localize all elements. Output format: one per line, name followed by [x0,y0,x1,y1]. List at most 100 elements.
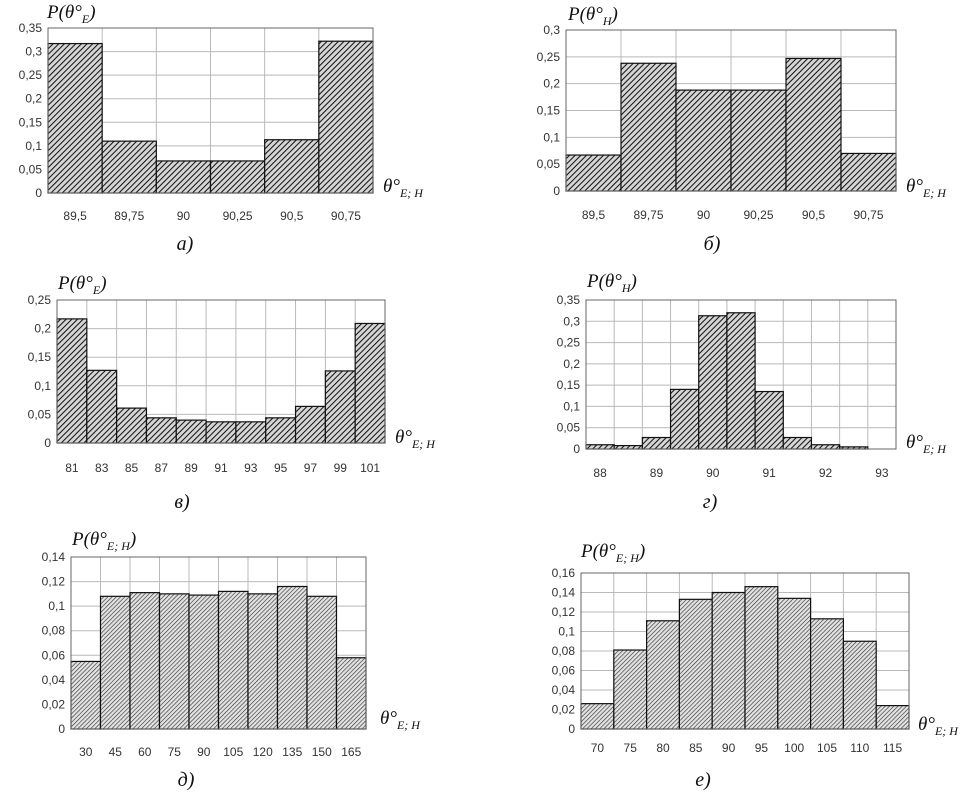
x-tick-label: 75 [624,741,638,755]
y-tick-label: 0 [35,186,42,200]
y-tick-label: 0,02 [552,703,576,717]
y-tick-label: 0 [58,722,65,736]
x-tick-label: 115 [883,741,902,755]
bar [565,154,622,192]
x-tick-label: 89 [185,461,199,475]
x-axis-label: θ°E; H [906,432,947,456]
bar [175,419,207,444]
bar [711,591,746,730]
bar [116,407,148,444]
y-tick-label: 0,14 [552,586,576,600]
y-tick-label: 0 [573,442,580,456]
x-tick-label: 105 [817,741,837,755]
y-tick-label: 0,12 [42,575,66,589]
bar [641,436,672,450]
plot-frame [47,27,374,194]
plot-frame [580,572,910,730]
x-tick-label: 90 [177,209,191,223]
y-tick-label: 0,1 [48,599,65,613]
y-tick-label: 0,04 [552,683,576,697]
bar [155,160,212,194]
x-tick-label: 85 [689,741,703,755]
y-tick-label: 0,15 [557,378,581,392]
bar [580,703,615,730]
x-tick-label: 135 [282,745,302,759]
bar [324,370,356,444]
bar [809,618,844,730]
y-tick-label: 0,14 [42,550,66,564]
x-tick-label: 90,25 [223,209,253,223]
x-axis-label: θ°E; H [395,427,436,451]
x-tick-label: 165 [341,745,361,759]
bar [47,42,103,194]
y-tick-label: 0,08 [552,644,576,658]
x-tick-label: 89 [650,466,664,480]
y-tick-label: 0,05 [557,421,581,435]
y-tick-label: 0,1 [543,130,560,144]
bar [86,369,118,444]
x-tick-label: 120 [253,745,273,759]
plot-frame [70,556,367,730]
chart-caption: д) [178,769,195,791]
x-tick-label: 88 [593,466,607,480]
bar [645,620,680,730]
x-tick-label: 89,75 [633,208,663,222]
y-tick-label: 0,04 [42,673,66,687]
x-tick-label: 90 [197,745,211,759]
bar [875,704,910,730]
y-tick-label: 0,3 [25,45,42,59]
x-tick-label: 91 [214,461,228,475]
bar [754,390,784,450]
bar [99,595,131,730]
x-tick-label: 91 [763,466,777,480]
bar [335,657,367,730]
x-tick-label: 45 [109,745,123,759]
x-tick-label: 105 [223,745,243,759]
y-tick-label: 0,15 [537,104,561,118]
chart-2: 0 0,05 0,1 0,15 0,2 0,25 0,3 89,5 89,75 90 90,25 90… [537,4,948,255]
chart-6: 0 0,02 0,04 0,06 0,08 0,1 0,12 0,14 0,16 70 75 80 85… [552,541,960,791]
bar [205,421,237,444]
bar [318,40,374,194]
x-tick-label: 60 [138,745,152,759]
bar [842,640,877,730]
bar [306,595,338,730]
bar [675,89,732,192]
y-tick-label: 0,2 [563,357,580,371]
y-tick-label: 0,1 [34,379,51,393]
y-tick-label: 0,1 [558,625,575,639]
bar [620,62,677,192]
bar [235,421,267,444]
bar [744,586,779,730]
y-tick-label: 0,2 [543,77,560,91]
y-tick-label: 0 [44,436,51,450]
bar [730,89,787,192]
chart-caption: г) [703,491,718,513]
bar [354,322,386,444]
y-tick-label: 0,02 [42,697,66,711]
bar [70,660,102,730]
x-axis-label: θ°E; H [918,714,959,738]
y-tick-label: 0,25 [537,50,561,64]
bar [840,152,897,192]
x-tick-label: 101 [360,461,380,475]
x-tick-label: 90,75 [853,208,883,222]
chart-3: 0 0,05 0,1 0,15 0,2 0,25 81 83 85 87 89 91 93 95 97 99 1… [28,273,437,513]
bar [158,593,190,730]
bar [678,598,713,730]
x-tick-label: 92 [819,466,833,480]
x-tick-label: 95 [274,461,288,475]
chart-4: 0 0,05 0,1 0,15 0,2 0,25 0,3 0,35 88 89 90 91 92 93 P(… [557,271,948,513]
bar [101,140,157,194]
y-tick-label: 0,25 [557,336,581,350]
bar [698,315,728,450]
x-axis-label: θ°E; H [380,708,421,732]
x-tick-label: 95 [755,741,769,755]
x-tick-label: 93 [875,466,889,480]
plot-frame [585,299,897,450]
bar [265,417,297,444]
y-tick-label: 0,2 [25,92,42,106]
y-tick-label: 0,1 [25,139,42,153]
y-axis-label: P(θ°E) [46,2,96,26]
